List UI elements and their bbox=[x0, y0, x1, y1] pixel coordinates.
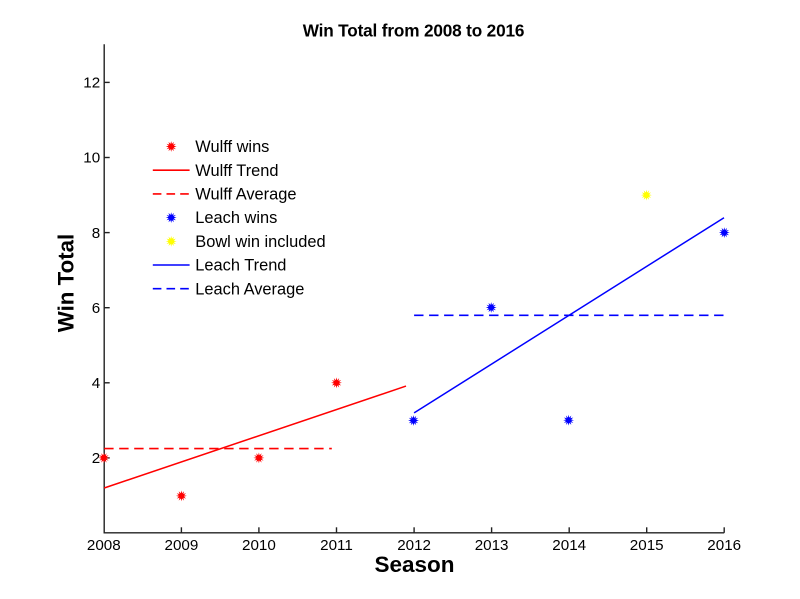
svg-text:2010: 2010 bbox=[242, 537, 276, 554]
svg-text:2011: 2011 bbox=[320, 537, 353, 554]
svg-text:4: 4 bbox=[92, 375, 100, 392]
svg-text:2016: 2016 bbox=[707, 537, 741, 554]
svg-text:2009: 2009 bbox=[165, 537, 199, 554]
svg-text:2013: 2013 bbox=[475, 537, 509, 554]
svg-text:12: 12 bbox=[83, 75, 100, 92]
svg-text:Leach Trend: Leach Trend bbox=[195, 257, 286, 275]
svg-text:Wulff Average: Wulff Average bbox=[195, 186, 296, 204]
svg-text:Wulff Trend: Wulff Trend bbox=[195, 162, 278, 180]
svg-text:Leach wins: Leach wins bbox=[195, 209, 277, 227]
svg-text:2: 2 bbox=[92, 450, 100, 467]
svg-text:2012: 2012 bbox=[397, 537, 431, 554]
svg-text:Bowl win included: Bowl win included bbox=[195, 233, 325, 251]
svg-text:Win Total from 2008 to 2016: Win Total from 2008 to 2016 bbox=[303, 21, 525, 41]
svg-text:8: 8 bbox=[92, 225, 100, 242]
svg-text:Leach Average: Leach Average bbox=[195, 280, 304, 298]
svg-text:2015: 2015 bbox=[630, 537, 664, 554]
svg-text:Win Total: Win Total bbox=[53, 234, 78, 332]
svg-text:2008: 2008 bbox=[87, 537, 121, 554]
svg-text:2014: 2014 bbox=[552, 537, 586, 554]
svg-text:Season: Season bbox=[374, 552, 454, 577]
svg-text:6: 6 bbox=[92, 300, 100, 317]
svg-text:10: 10 bbox=[83, 150, 100, 167]
svg-text:Wulff wins: Wulff wins bbox=[195, 138, 269, 156]
